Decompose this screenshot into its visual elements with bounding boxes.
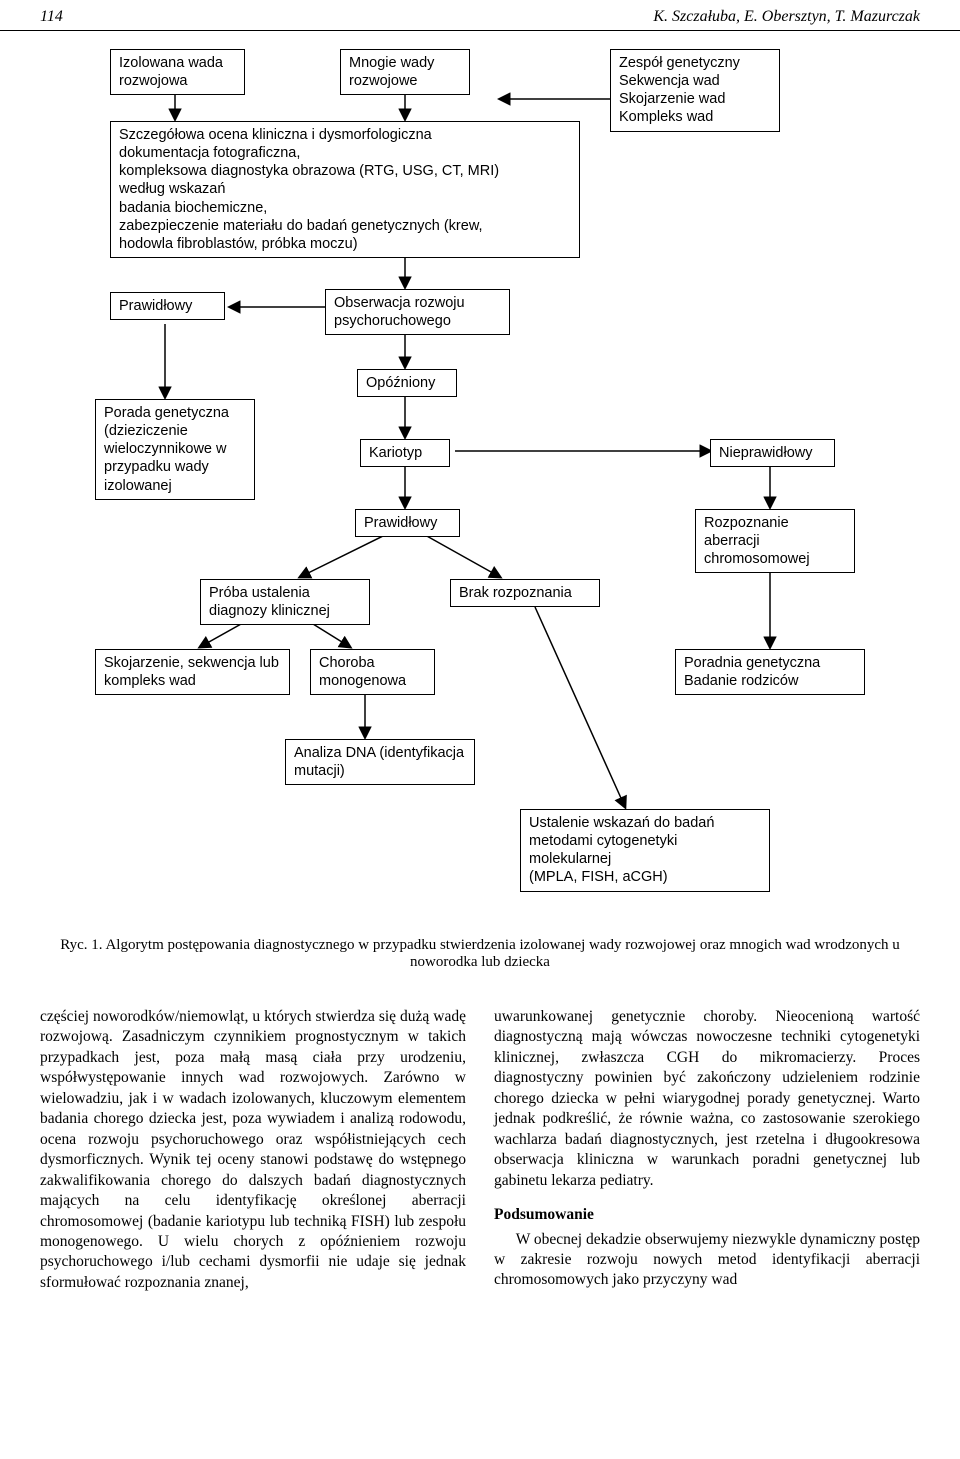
node-poradnia: Poradnia genetyczna Badanie rodziców bbox=[675, 649, 865, 695]
figure-caption: Ryc. 1. Algorytm postępowania diagnostyc… bbox=[40, 937, 920, 971]
body-subhead: Podsumowanie bbox=[494, 1205, 920, 1225]
node-szczegolowa: Szczegółowa ocena kliniczna i dysmorfolo… bbox=[110, 121, 580, 258]
node-proba: Próba ustalenia diagnozy klinicznej bbox=[200, 579, 370, 625]
node-obserwacja: Obserwacja rozwoju psychoruchowego bbox=[325, 289, 510, 335]
body-col-left: częściej noworodków/niemowląt, u których… bbox=[40, 1007, 466, 1293]
node-opozniony: Opóźniony bbox=[357, 369, 457, 397]
header-authors: K. Szczałuba, E. Obersztyn, T. Mazurczak bbox=[653, 8, 920, 26]
node-analiza: Analiza DNA (identyfikacja mutacji) bbox=[285, 739, 475, 785]
flowchart: Izolowana wada rozwojowa Mnogie wady roz… bbox=[55, 49, 905, 919]
node-mnogie: Mnogie wady rozwojowe bbox=[340, 49, 470, 95]
caption-text: Algorytm postępowania diagnostycznego w … bbox=[103, 937, 900, 970]
node-ustalenie: Ustalenie wskazań do badań metodami cyto… bbox=[520, 809, 770, 892]
node-zespol: Zespół genetyczny Sekwencja wad Skojarze… bbox=[610, 49, 780, 132]
node-kariotyp: Kariotyp bbox=[360, 439, 450, 467]
node-rozpoznanie: Rozpoznanie aberracji chromosomowej bbox=[695, 509, 855, 573]
running-header: 114 K. Szczałuba, E. Obersztyn, T. Mazur… bbox=[0, 0, 960, 31]
body-columns: częściej noworodków/niemowląt, u których… bbox=[0, 1007, 960, 1313]
node-choroba: Choroba monogenowa bbox=[310, 649, 435, 695]
body-col-right: uwarunkowanej genetycznie choroby. Nieoc… bbox=[494, 1007, 920, 1293]
node-brak: Brak rozpoznania bbox=[450, 579, 600, 607]
body-right-p1: uwarunkowanej genetycznie choroby. Nieoc… bbox=[494, 1007, 920, 1191]
node-nieprawidlowy: Nieprawidłowy bbox=[710, 439, 835, 467]
node-izolowana: Izolowana wada rozwojowa bbox=[110, 49, 245, 95]
node-skojarzenie: Skojarzenie, sekwencja lub kompleks wad bbox=[95, 649, 290, 695]
caption-label: Ryc. 1. bbox=[60, 937, 102, 953]
node-prawidlowy2: Prawidłowy bbox=[355, 509, 460, 537]
node-porada: Porada genetyczna (dzieziczenie wieloczy… bbox=[95, 399, 255, 500]
body-right-p2: W obecnej dekadzie obserwujemy niezwykle… bbox=[494, 1230, 920, 1291]
body-left-p: częściej noworodków/niemowląt, u których… bbox=[40, 1007, 466, 1293]
node-prawidlowy1: Prawidłowy bbox=[110, 292, 225, 320]
page-number: 114 bbox=[40, 8, 63, 26]
